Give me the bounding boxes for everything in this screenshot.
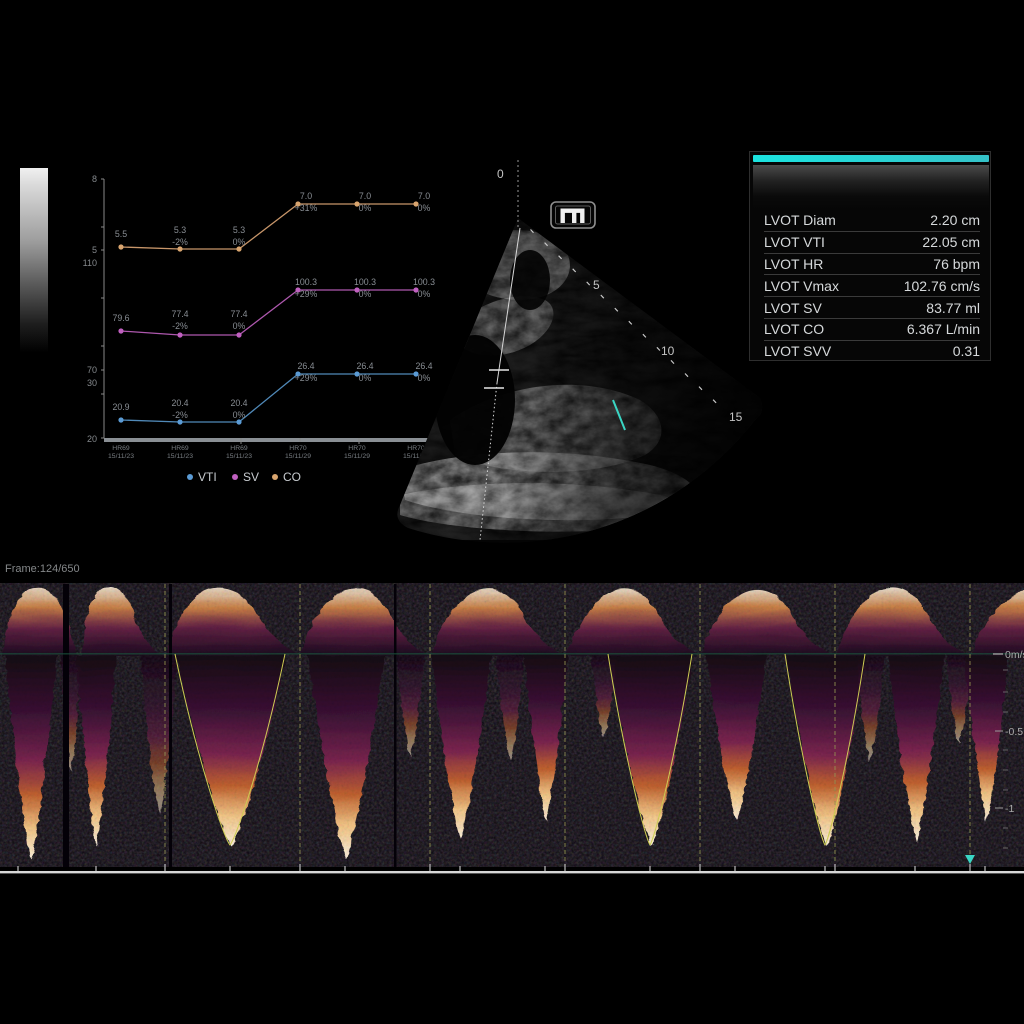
svg-text:-0.5: -0.5	[1005, 726, 1023, 738]
svg-text:-1: -1	[1005, 803, 1014, 815]
svg-text:Frame:124/650: Frame:124/650	[5, 563, 80, 575]
svg-text:0m/s: 0m/s	[1005, 649, 1024, 661]
